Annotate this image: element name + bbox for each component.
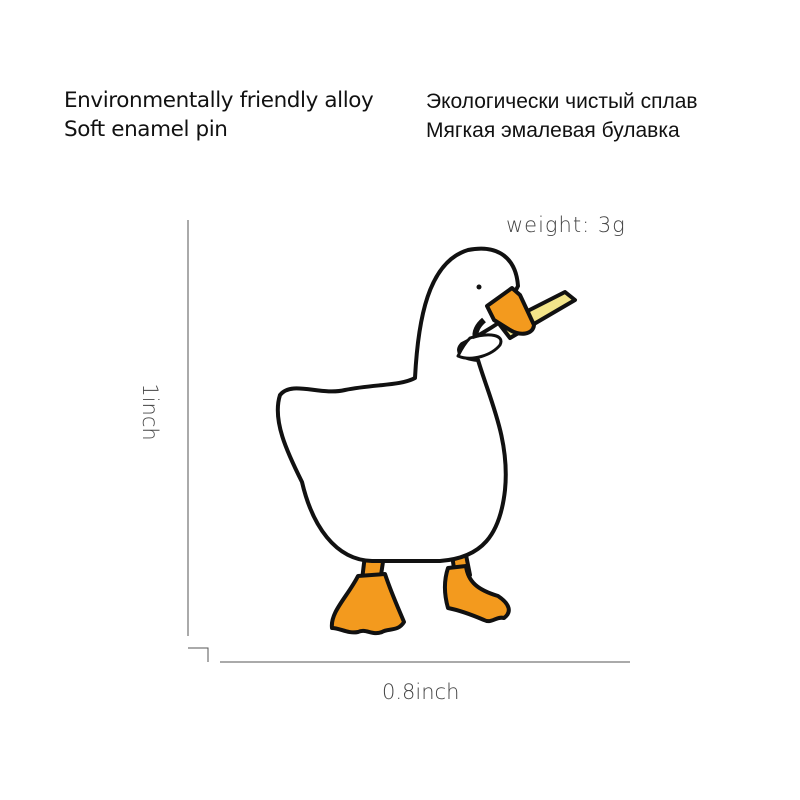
goose-body	[275, 246, 520, 563]
feature-text-ru-2: Мягкая эмалевая булавка	[426, 119, 680, 142]
feature-text-en-1: Environmentally friendly alloy	[64, 88, 374, 113]
goose-pin	[275, 246, 577, 636]
dimension-lines	[187, 220, 630, 663]
width-label: 0.8inch	[382, 680, 460, 704]
goose-chin	[456, 333, 503, 360]
weight-label: weight: 3g	[506, 213, 626, 237]
left-foot	[329, 572, 406, 636]
goose-eye	[476, 284, 482, 290]
feature-text-en-2: Soft enamel pin	[64, 117, 228, 142]
right-foot	[443, 564, 511, 624]
feature-text-ru-1: Экологически чистый сплав	[426, 90, 698, 113]
mouth	[472, 317, 487, 339]
goose-beak	[485, 286, 536, 336]
